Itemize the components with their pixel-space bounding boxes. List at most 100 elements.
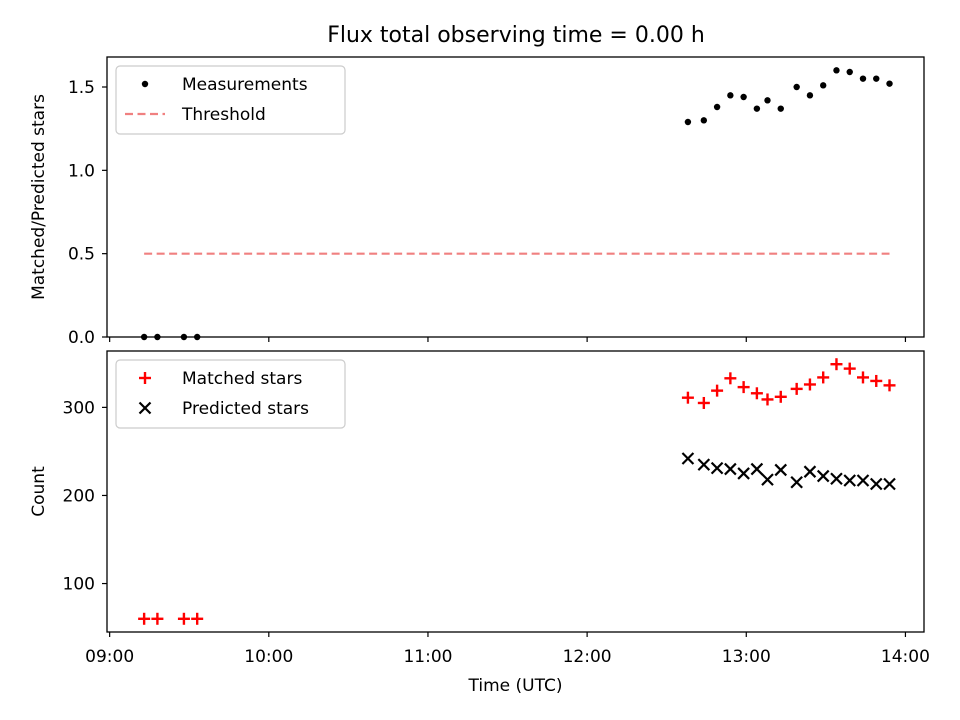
panel-top-legend: Measurements Threshold <box>115 65 346 135</box>
panel-bottom-predicted-stars-point-b <box>883 477 896 491</box>
panel-top-legend-measurements-label: Measurements <box>182 75 308 95</box>
panel-bottom-legend-predicted-stars-swatch-b <box>138 401 152 415</box>
panel-top-y-tick-label: 1.0 <box>68 161 95 181</box>
panel-top-measurements-point <box>793 83 800 91</box>
panel-top-measurements-point <box>833 67 840 74</box>
top-panel: 0.0 0.5 1.0 1.5 Matched/Predicted stars Measu… <box>29 56 925 348</box>
panel-bottom-matched-stars-point <box>870 374 883 387</box>
panel-bottom-x-tick-label: 14:00 <box>881 647 930 667</box>
panel-bottom-predicted-stars-point-b <box>737 467 750 480</box>
panel-bottom-predicted-stars-point-b <box>869 477 883 491</box>
panel-bottom-x-tick-label: 11:00 <box>403 647 452 667</box>
panel-bottom-predicted-stars-point-b <box>803 465 817 478</box>
panel-bottom-legend-matched-stars-swatch <box>139 372 151 384</box>
panel-bottom-predicted-stars-point-b <box>843 474 857 487</box>
panel-bottom-legend-predicted-stars-label: Predicted stars <box>182 399 309 419</box>
panel-bottom-matched-stars-point <box>697 396 710 409</box>
panel-bottom-x-axis-label: Time (UTC) <box>468 676 563 696</box>
panel-top-measurements-point <box>846 68 853 76</box>
panel-bottom-predicted-stars-point-b <box>790 475 803 489</box>
panel-bottom-matched-stars-point <box>803 378 816 391</box>
panel-bottom-predicted-stars-point-b <box>681 452 695 465</box>
panel-bottom-predicted-stars-point <box>803 465 817 478</box>
panel-bottom-matched-stars-point <box>790 382 803 395</box>
panel-top-axes-frame <box>106 56 925 338</box>
panel-top-legend-threshold-label: Threshold <box>181 105 266 125</box>
panel-bottom-matched-stars-point <box>883 379 896 392</box>
panel-bottom-matched-stars-point <box>681 391 694 404</box>
panel-bottom-predicted-stars-point-b <box>697 458 711 471</box>
panel-top-measurements-point <box>764 97 771 104</box>
panel-bottom-y-tick-label: 100 <box>63 575 95 595</box>
panel-bottom-matched-stars-point <box>750 387 763 400</box>
panel-top-y-tick-label: 0.0 <box>68 328 95 348</box>
panel-bottom-x-tick-label: 12:00 <box>563 647 612 667</box>
panel-bottom-predicted-stars-point <box>790 475 803 489</box>
panel-bottom-matched-stars-point <box>191 612 204 625</box>
panel-bottom-predicted-stars-point <box>724 462 737 476</box>
panel-bottom-legend: Matched stars Predicted stars <box>115 359 346 429</box>
panel-top-measurements-point <box>859 75 867 82</box>
panel-bottom-matched-stars-point <box>761 393 774 406</box>
panel-bottom-predicted-stars-point <box>856 474 870 487</box>
panel-bottom-predicted-stars-point <box>737 467 750 480</box>
panel-top-measurements-point <box>753 105 761 112</box>
panel-bottom-predicted-stars-point-b <box>710 461 724 475</box>
panel-bottom-predicted-stars-point <box>697 458 711 471</box>
panel-bottom-x-tick-label: 09:00 <box>85 647 134 667</box>
panel-top-legend-box <box>115 65 346 135</box>
panel-bottom-predicted-stars-point-b <box>724 462 737 476</box>
panel-bottom-matched-stars-point <box>843 362 856 375</box>
panel-top-y-tick-label: 1.5 <box>68 78 95 98</box>
panel-bottom-predicted-stars-point-b <box>856 474 870 487</box>
panel-bottom-predicted-stars-point-b <box>816 469 830 483</box>
panel-bottom-matched-stars-point <box>138 612 151 625</box>
panel-top-measurements-point <box>873 75 880 82</box>
panel-bottom-predicted-stars-point-b <box>774 463 788 477</box>
panel-bottom-x-tick-label: 13:00 <box>722 647 771 667</box>
panel-bottom-matched-stars-point <box>856 371 869 384</box>
panel-bottom-legend-matched-stars-label: Matched stars <box>182 369 302 389</box>
panel-bottom-predicted-stars-point <box>830 472 843 486</box>
panel-bottom-matched-stars-point <box>774 390 787 403</box>
panel-bottom-matched-stars-point <box>177 612 190 625</box>
panel-bottom-matched-stars-point <box>724 372 737 385</box>
panel-bottom-y-tick-label: 300 <box>63 398 95 418</box>
panel-bottom-predicted-stars-point <box>774 463 788 477</box>
panel-bottom-predicted-stars-point <box>750 462 764 476</box>
panel-bottom-legend-box <box>115 359 346 429</box>
panel-top-measurements-point <box>806 92 814 99</box>
panel-top-y-tick-label: 0.5 <box>68 245 95 265</box>
panel-bottom-y-tick-label: 200 <box>63 486 95 506</box>
panel-bottom-matched-stars-point <box>817 371 830 384</box>
panel-top-measurements-point <box>886 80 893 87</box>
panel-top-y-axis-label: Matched/Predicted stars <box>29 94 49 300</box>
panel-bottom-matched-stars-point <box>737 381 750 394</box>
panel-bottom-matched-stars-point <box>830 358 843 371</box>
panel-bottom-predicted-stars-point <box>816 469 830 483</box>
panel-bottom-predicted-stars-point <box>843 474 857 487</box>
panel-bottom-x-tick-label: 10:00 <box>244 647 293 667</box>
panel-top-measurements-point <box>820 82 827 89</box>
panel-bottom-axes-frame <box>106 350 925 633</box>
panel-bottom-predicted-stars-point <box>710 461 724 475</box>
panel-top-measurements-point <box>700 117 708 124</box>
panel-bottom-predicted-stars-point <box>681 452 695 465</box>
panel-top-legend-measurements-swatch <box>141 80 149 88</box>
panel-bottom-predicted-stars-point-b <box>830 472 843 486</box>
panel-bottom-matched-stars-point <box>711 384 724 397</box>
panel-bottom-predicted-stars-point-b <box>761 473 774 486</box>
panel-bottom-predicted-stars-point <box>761 473 774 486</box>
panel-top-measurements-point <box>684 118 692 126</box>
panel-top-measurements-point <box>777 105 784 112</box>
panel-top-measurements-point <box>713 103 721 111</box>
panel-bottom-predicted-stars-point <box>883 477 896 491</box>
panel-bottom-legend-predicted-stars-swatch <box>138 401 152 415</box>
panel-top-measurements-point <box>740 93 747 101</box>
panel-top-measurements-point <box>727 92 734 99</box>
panel-bottom-y-axis-label: Count <box>29 466 49 517</box>
panel-bottom-predicted-stars-point <box>869 477 883 491</box>
panel-bottom-matched-stars-point <box>151 612 164 625</box>
chart-title: Flux total observing time = 0.00 h <box>327 23 705 48</box>
